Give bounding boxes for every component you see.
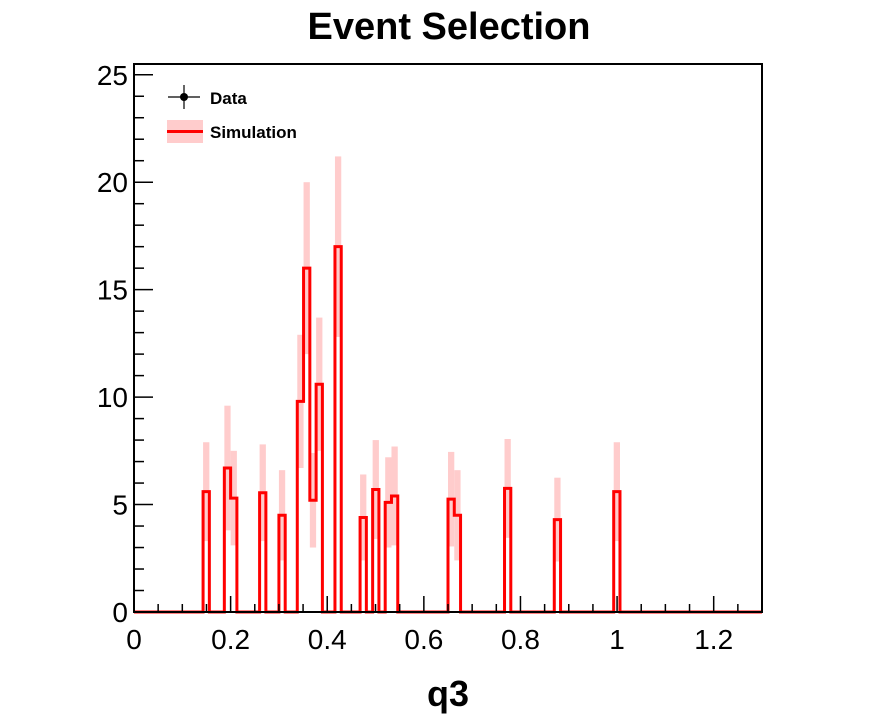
legend: Data Simulation — [167, 85, 297, 143]
x-axis-label: q3 — [427, 673, 469, 714]
x-tick-label: 0.6 — [404, 624, 443, 655]
axis-ticks — [133, 74, 763, 613]
x-tick-label: 1 — [609, 624, 625, 655]
legend-simulation-marker — [167, 120, 203, 143]
x-tick-label: 0 — [126, 624, 142, 655]
axis-tick-labels: 0 5 10 15 20 25 0 0.2 0.4 0.6 0.8 1 1.2 — [97, 60, 733, 655]
x-tick-label: 0.8 — [501, 624, 540, 655]
x-tick-label: 0.2 — [211, 624, 250, 655]
y-tick-label: 15 — [97, 275, 128, 306]
legend-data-marker — [168, 85, 200, 109]
legend-simulation-label: Simulation — [210, 123, 297, 142]
chart-title: Event Selection — [308, 6, 591, 48]
y-tick-label: 0 — [112, 597, 128, 628]
y-tick-label: 25 — [97, 60, 128, 91]
x-tick-label: 0.4 — [308, 624, 347, 655]
y-tick-label: 20 — [97, 167, 128, 198]
legend-data-label: Data — [210, 89, 247, 108]
y-tick-label: 10 — [97, 382, 128, 413]
x-tick-label: 1.2 — [694, 624, 733, 655]
y-tick-label: 5 — [112, 490, 128, 521]
